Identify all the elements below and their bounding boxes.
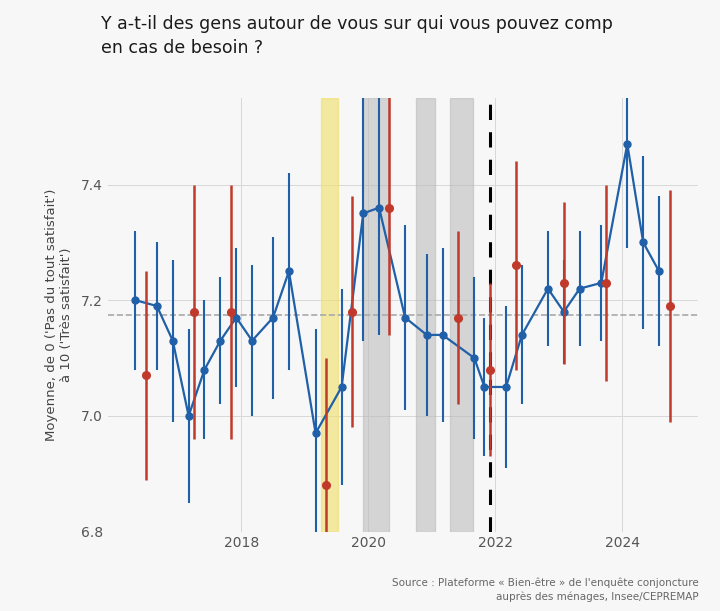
Y-axis label: Moyenne, de 0 ('Pas du tout satisfait')
à 10 ('Très satisfait'): Moyenne, de 0 ('Pas du tout satisfait') …: [45, 188, 73, 441]
Text: Y a-t-il des gens autour de vous sur qui vous pouvez comp
en cas de besoin ?: Y a-t-il des gens autour de vous sur qui…: [101, 15, 613, 57]
Bar: [449, 98, 473, 532]
Bar: [363, 98, 389, 532]
Bar: [416, 98, 435, 532]
Text: Source : Plateforme « Bien-être » de l'enquête conjoncture
auprès des ménages, I: Source : Plateforme « Bien-être » de l'e…: [392, 577, 698, 602]
Bar: [320, 98, 338, 532]
